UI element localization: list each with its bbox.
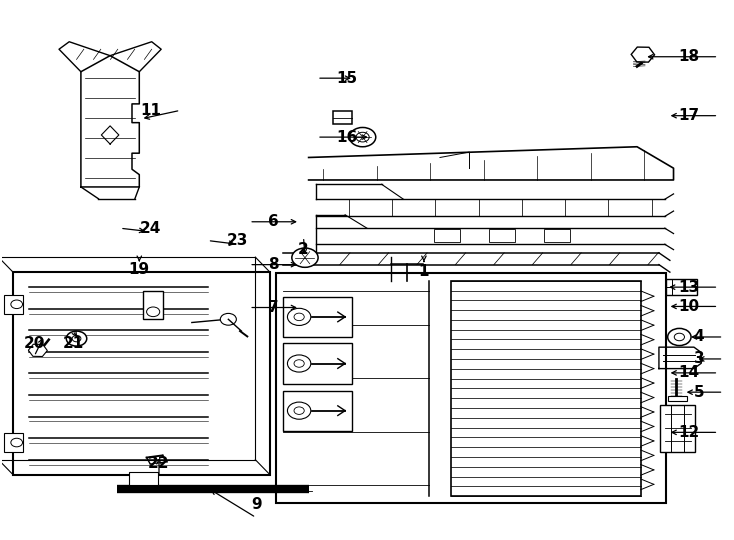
Text: 8: 8 (269, 257, 279, 272)
Text: 20: 20 (23, 336, 45, 351)
Bar (283, 297, 352, 337)
Text: 4: 4 (694, 329, 704, 345)
Text: 15: 15 (336, 71, 357, 86)
Bar (143, 292, 164, 319)
Text: 5: 5 (694, 384, 704, 400)
Bar (276, 273, 666, 503)
Text: 16: 16 (336, 130, 357, 145)
Text: 19: 19 (128, 262, 150, 278)
Text: 22: 22 (148, 456, 170, 471)
Circle shape (66, 331, 87, 346)
Text: 1: 1 (418, 264, 429, 279)
Text: 2: 2 (298, 242, 309, 257)
Bar (283, 390, 352, 431)
Bar (333, 111, 352, 124)
Text: 11: 11 (140, 103, 161, 118)
Bar (489, 230, 515, 242)
Bar (451, 281, 641, 496)
Bar (128, 472, 158, 485)
Text: 6: 6 (269, 214, 279, 230)
Bar (434, 230, 460, 242)
Bar (4, 433, 23, 452)
Circle shape (220, 313, 236, 325)
Bar (4, 295, 23, 314)
Circle shape (668, 328, 691, 346)
Bar (668, 396, 687, 401)
Bar (13, 272, 270, 475)
Text: 12: 12 (677, 425, 699, 440)
Text: 13: 13 (678, 280, 699, 295)
Text: 3: 3 (694, 352, 704, 367)
Text: 14: 14 (678, 366, 699, 380)
Bar (544, 230, 570, 242)
Text: 10: 10 (678, 299, 699, 314)
Text: 23: 23 (227, 233, 248, 248)
Bar (661, 405, 695, 452)
Circle shape (349, 127, 376, 147)
Text: 9: 9 (251, 497, 261, 512)
Text: 18: 18 (678, 49, 699, 64)
Text: 24: 24 (139, 221, 161, 235)
Bar (283, 343, 352, 383)
Text: 17: 17 (678, 108, 699, 123)
Text: 21: 21 (62, 336, 84, 351)
Bar (666, 279, 697, 295)
Text: 7: 7 (269, 300, 279, 315)
Circle shape (292, 248, 318, 267)
